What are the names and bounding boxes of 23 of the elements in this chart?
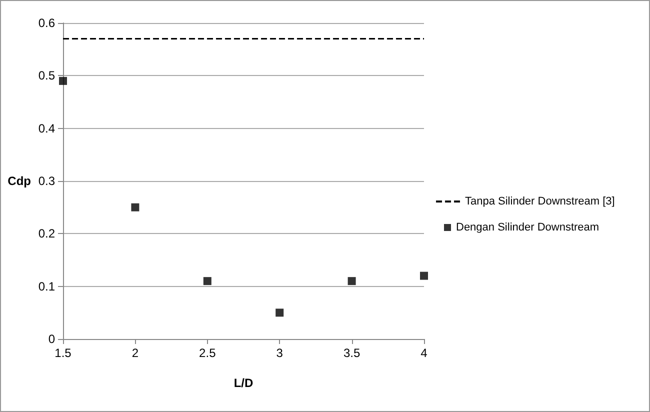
x-tick-label: 3	[276, 346, 284, 360]
y-tick-label: 0	[48, 332, 56, 346]
point	[131, 203, 140, 212]
y-tick-label: 0.4	[38, 121, 56, 136]
legend-label: Tanpa Silinder Downstream [3]	[465, 196, 615, 208]
x-tick-label: 2.5	[199, 346, 216, 360]
legend-label: Dengan Silinder Downstream	[456, 222, 600, 234]
point	[420, 272, 428, 280]
y-tick-label: 0.1	[38, 279, 56, 294]
y-axis-title: Cdp	[8, 174, 31, 188]
y-tick-label: 0.3	[38, 174, 56, 188]
x-tick-label: 4	[420, 346, 428, 360]
point	[276, 308, 284, 317]
y-tick-label: 0.5	[38, 68, 56, 83]
x-tick-label: 3.5	[343, 346, 360, 360]
y-tick-label: 0.6	[38, 16, 56, 30]
x-axis-title: L/D	[234, 376, 254, 390]
x-tick-label: 2	[132, 346, 139, 360]
point	[348, 277, 356, 286]
y-tick-label: 0.2	[38, 226, 56, 241]
x-tick-label: 1.5	[54, 346, 72, 360]
point	[203, 277, 212, 286]
point	[59, 76, 67, 85]
